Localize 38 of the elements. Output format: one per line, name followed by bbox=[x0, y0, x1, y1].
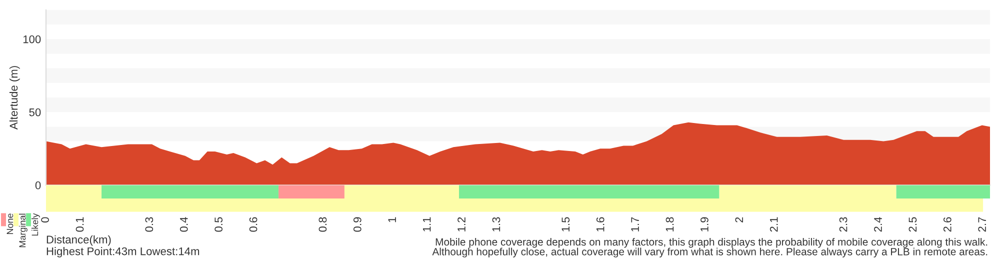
text: Marginal bbox=[19, 214, 28, 248]
x-tick-label: 2.4 bbox=[874, 217, 882, 232]
x-tick-label: 2.1 bbox=[770, 217, 778, 232]
x-tick-label: 1.2 bbox=[458, 217, 466, 232]
x-tick-label: 1.8 bbox=[666, 217, 674, 232]
y-tick-label: 50 bbox=[29, 108, 41, 116]
x-axis-title: Distance(km) bbox=[46, 235, 111, 246]
x-tick-label: 0.6 bbox=[249, 217, 258, 232]
x-tick-label: 2.3 bbox=[839, 217, 848, 232]
x-tick-label: 1.3 bbox=[492, 217, 500, 232]
legend-label: Likely bbox=[32, 213, 40, 236]
x-tick-label: 0.9 bbox=[353, 217, 362, 232]
bar bbox=[278, 185, 344, 199]
x-tick-label: 1.7 bbox=[631, 217, 639, 232]
x-tick-label: 1.5 bbox=[562, 217, 570, 232]
x-tick-label: 1 bbox=[388, 217, 396, 222]
x-tick-label: 2 bbox=[735, 217, 743, 222]
x-tick-label: 0.4 bbox=[180, 217, 188, 232]
x-tick-label: 0.8 bbox=[318, 217, 327, 232]
x-tick-label: 1.6 bbox=[596, 217, 604, 232]
x-tick-label: 0.5 bbox=[214, 217, 223, 232]
x-tick-label: 0.3 bbox=[145, 217, 154, 232]
text: Highest Point:43m Lowest:14m bbox=[46, 247, 200, 258]
x-tick-label: 2.5 bbox=[908, 217, 917, 232]
legend-label: None bbox=[6, 214, 14, 234]
x-tick-label: 1.1 bbox=[422, 217, 431, 232]
y-axis-title: Altertude (m) bbox=[9, 66, 20, 130]
x-tick-label: 1.9 bbox=[700, 217, 708, 232]
bar bbox=[459, 185, 720, 199]
y-tick-label: 100 bbox=[23, 35, 41, 44]
x-tick-label: 0.1 bbox=[76, 217, 84, 232]
text: Although hopefully close, actual coverage will vary from what is shown here. Please always carry a PLB in remote areas. bbox=[432, 248, 988, 258]
x-tick-label: 0 bbox=[41, 217, 49, 223]
bar bbox=[102, 185, 279, 199]
x-tick-label: 2.6 bbox=[943, 217, 952, 232]
text: Mobile phone coverage depends on many factors, this graph displays the probability of mobile coverage along this walk. bbox=[436, 238, 988, 248]
y-tick-label: 0 bbox=[35, 181, 41, 190]
x-tick-label: 2.7 bbox=[978, 217, 986, 232]
